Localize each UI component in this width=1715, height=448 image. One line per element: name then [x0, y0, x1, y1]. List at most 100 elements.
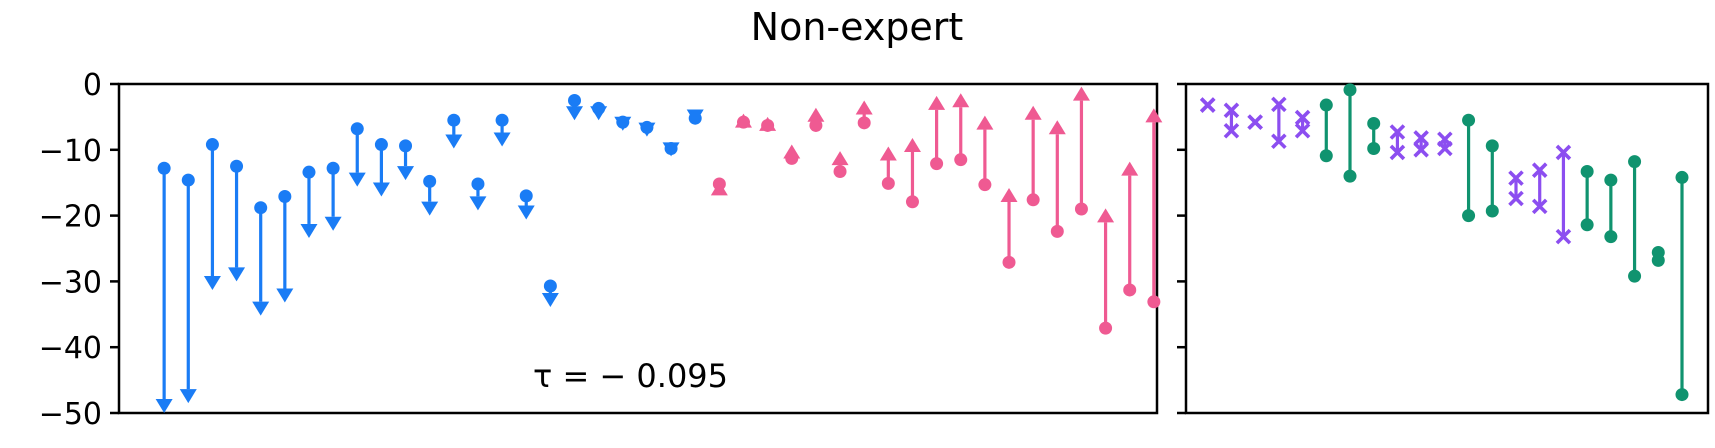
arrow-item	[324, 161, 342, 231]
green-range-item	[1343, 83, 1357, 183]
range-end-cross	[1413, 142, 1429, 158]
start-point	[230, 159, 244, 173]
start-point	[326, 161, 340, 175]
arrow-item	[421, 174, 439, 216]
start-point	[1099, 321, 1113, 335]
violet-range-item	[1413, 130, 1429, 158]
range-end-point	[1580, 218, 1594, 232]
start-point	[254, 201, 268, 215]
arrow-item	[1000, 187, 1018, 269]
range-end-cross	[1389, 144, 1406, 161]
arrow-head	[855, 100, 873, 115]
range-end-cross	[1199, 97, 1216, 113]
range-end-point	[1462, 209, 1476, 223]
arrow-item	[590, 101, 608, 121]
arrow-item	[855, 100, 873, 130]
arrow-head	[1072, 86, 1090, 101]
violet-range-item	[1508, 170, 1524, 207]
range-start-cross	[1413, 130, 1429, 146]
range-end-point	[1485, 204, 1499, 218]
arrow-head	[662, 142, 680, 157]
arrow-head	[734, 113, 752, 128]
green-range-item	[1580, 165, 1594, 232]
range-start-point	[1462, 113, 1476, 127]
arrow-head	[1048, 120, 1066, 135]
range-start-point	[1485, 139, 1499, 153]
arrow-item	[155, 161, 173, 413]
y-tick-label: 0	[83, 68, 102, 103]
range-end-point	[1367, 141, 1381, 155]
arrow-head	[638, 122, 656, 137]
arrow-head	[710, 181, 728, 196]
arrow-head	[517, 205, 535, 220]
y-axis-left: 0 −10 −20 −30 −40 −50	[39, 68, 119, 432]
arrow-head	[155, 399, 173, 413]
arrow-head	[928, 95, 946, 110]
arrow-head	[1000, 187, 1018, 202]
arrow-head	[421, 201, 439, 216]
tau-annotation: τ = − 0.095	[533, 357, 728, 395]
start-point	[423, 174, 437, 188]
green-range-item	[1628, 155, 1642, 283]
range-start-cross	[1531, 162, 1548, 178]
arrow-item	[1121, 161, 1139, 297]
arrow-item	[252, 201, 270, 316]
arrow-head	[541, 293, 559, 308]
arrow-head	[324, 216, 342, 231]
range-end-cross	[1247, 114, 1263, 130]
arrow-item	[807, 107, 825, 132]
violet-range-item	[1437, 131, 1453, 157]
chart-title: Non-expert	[751, 5, 964, 49]
range-end-cross	[1223, 122, 1240, 139]
arrow-head	[1145, 108, 1163, 123]
y-tick-label: −10	[39, 134, 102, 169]
arrow-head	[614, 116, 632, 131]
start-point	[471, 177, 485, 191]
arrow-head	[179, 389, 197, 404]
range-end-cross	[1555, 228, 1572, 245]
arrow-item	[469, 177, 487, 211]
arrow-head	[300, 223, 318, 238]
arrow-head	[493, 132, 511, 147]
arrow-head	[686, 109, 704, 124]
arrow-item	[493, 113, 511, 147]
arrow-head	[203, 275, 221, 290]
green-range-item	[1675, 170, 1689, 402]
range-start-point	[1628, 155, 1642, 169]
y-tick-label: −30	[39, 265, 102, 300]
arrow-head	[228, 267, 246, 282]
y-tick-label: −50	[39, 397, 102, 432]
green-range-item	[1604, 173, 1618, 244]
arrow-head	[445, 134, 463, 149]
arrow-item	[686, 109, 704, 125]
arrow-item	[662, 141, 680, 157]
start-point	[568, 93, 582, 107]
range-start-cross	[1271, 96, 1287, 113]
arrow-item	[397, 139, 415, 181]
range-start-cross	[1555, 144, 1572, 161]
start-point	[1002, 255, 1016, 269]
start-point	[1147, 295, 1161, 309]
range-start-cross	[1223, 102, 1240, 119]
range-start-point	[1319, 98, 1333, 112]
y-tick-label: −20	[39, 200, 102, 235]
range-end-cross	[1271, 133, 1287, 150]
arrow-head	[831, 151, 849, 166]
arrow-item	[276, 190, 294, 303]
right-panel-marks	[1199, 83, 1689, 402]
range-end-cross	[1294, 122, 1311, 139]
left-panel-marks	[155, 86, 1163, 413]
violet-range-item	[1555, 144, 1572, 245]
arrow-item	[1145, 108, 1163, 309]
arrow-item	[638, 120, 656, 137]
violet-range-item	[1247, 114, 1263, 130]
range-end-point	[1319, 149, 1333, 163]
range-start-cross	[1508, 170, 1524, 186]
range-start-point	[1580, 165, 1594, 179]
start-point	[809, 118, 823, 132]
arrow-item	[1024, 105, 1042, 207]
right-plot-frame	[1184, 82, 1710, 415]
arrow-item	[879, 146, 897, 190]
arrow-head	[879, 146, 897, 161]
start-point	[930, 157, 944, 171]
